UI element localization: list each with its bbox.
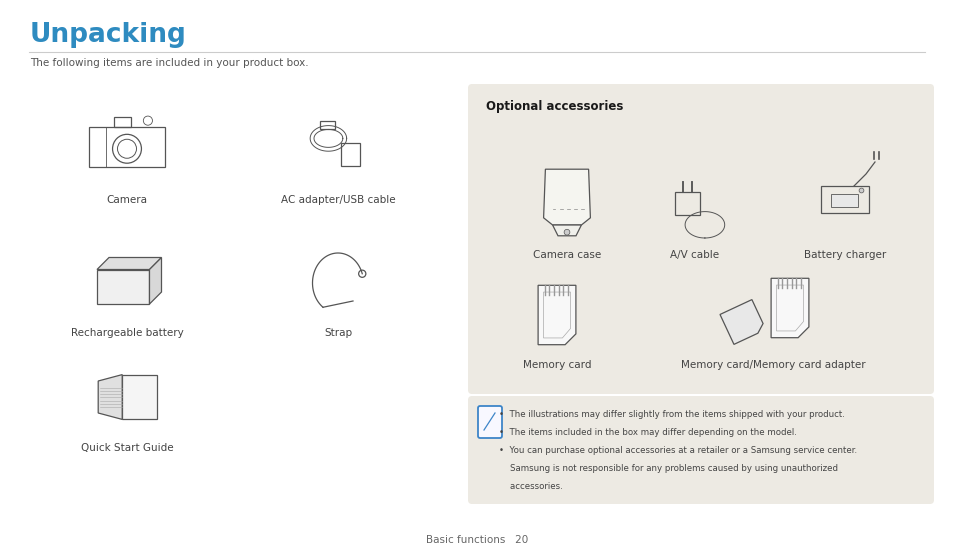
Text: A/V cable: A/V cable (670, 250, 719, 260)
Polygon shape (537, 285, 576, 345)
Text: Quick Start Guide: Quick Start Guide (81, 443, 173, 453)
Text: The following items are included in your product box.: The following items are included in your… (30, 58, 309, 68)
Circle shape (859, 188, 863, 193)
FancyBboxPatch shape (477, 406, 501, 438)
Text: Rechargeable battery: Rechargeable battery (71, 328, 183, 338)
Text: Samsung is not responsible for any problems caused by using unauthorized: Samsung is not responsible for any probl… (498, 464, 837, 473)
Text: Memory card/Memory card adapter: Memory card/Memory card adapter (680, 360, 864, 370)
Polygon shape (543, 169, 590, 225)
FancyBboxPatch shape (468, 84, 933, 394)
Circle shape (563, 229, 569, 235)
Text: Camera: Camera (107, 195, 148, 205)
Polygon shape (720, 300, 762, 344)
Polygon shape (97, 270, 150, 304)
Text: Optional accessories: Optional accessories (485, 100, 622, 113)
Text: Strap: Strap (324, 328, 352, 338)
Text: •  The illustrations may differ slightly from the items shipped with your produc: • The illustrations may differ slightly … (498, 410, 844, 419)
Text: Battery charger: Battery charger (803, 250, 885, 260)
Text: Memory card: Memory card (522, 360, 591, 370)
Text: •  The items included in the box may differ depending on the model.: • The items included in the box may diff… (498, 428, 796, 437)
Polygon shape (98, 375, 122, 419)
Polygon shape (97, 257, 161, 270)
Polygon shape (150, 257, 161, 304)
Polygon shape (122, 375, 157, 419)
Polygon shape (770, 278, 808, 338)
FancyBboxPatch shape (468, 396, 933, 504)
Text: AC adapter/USB cable: AC adapter/USB cable (280, 195, 395, 205)
Text: Basic functions   20: Basic functions 20 (425, 535, 528, 545)
Text: Unpacking: Unpacking (30, 22, 187, 48)
Polygon shape (831, 193, 858, 207)
Polygon shape (552, 225, 580, 236)
Text: accessories.: accessories. (498, 482, 562, 491)
Text: Camera case: Camera case (533, 250, 600, 260)
Text: •  You can purchase optional accessories at a retailer or a Samsung service cent: • You can purchase optional accessories … (498, 446, 856, 455)
